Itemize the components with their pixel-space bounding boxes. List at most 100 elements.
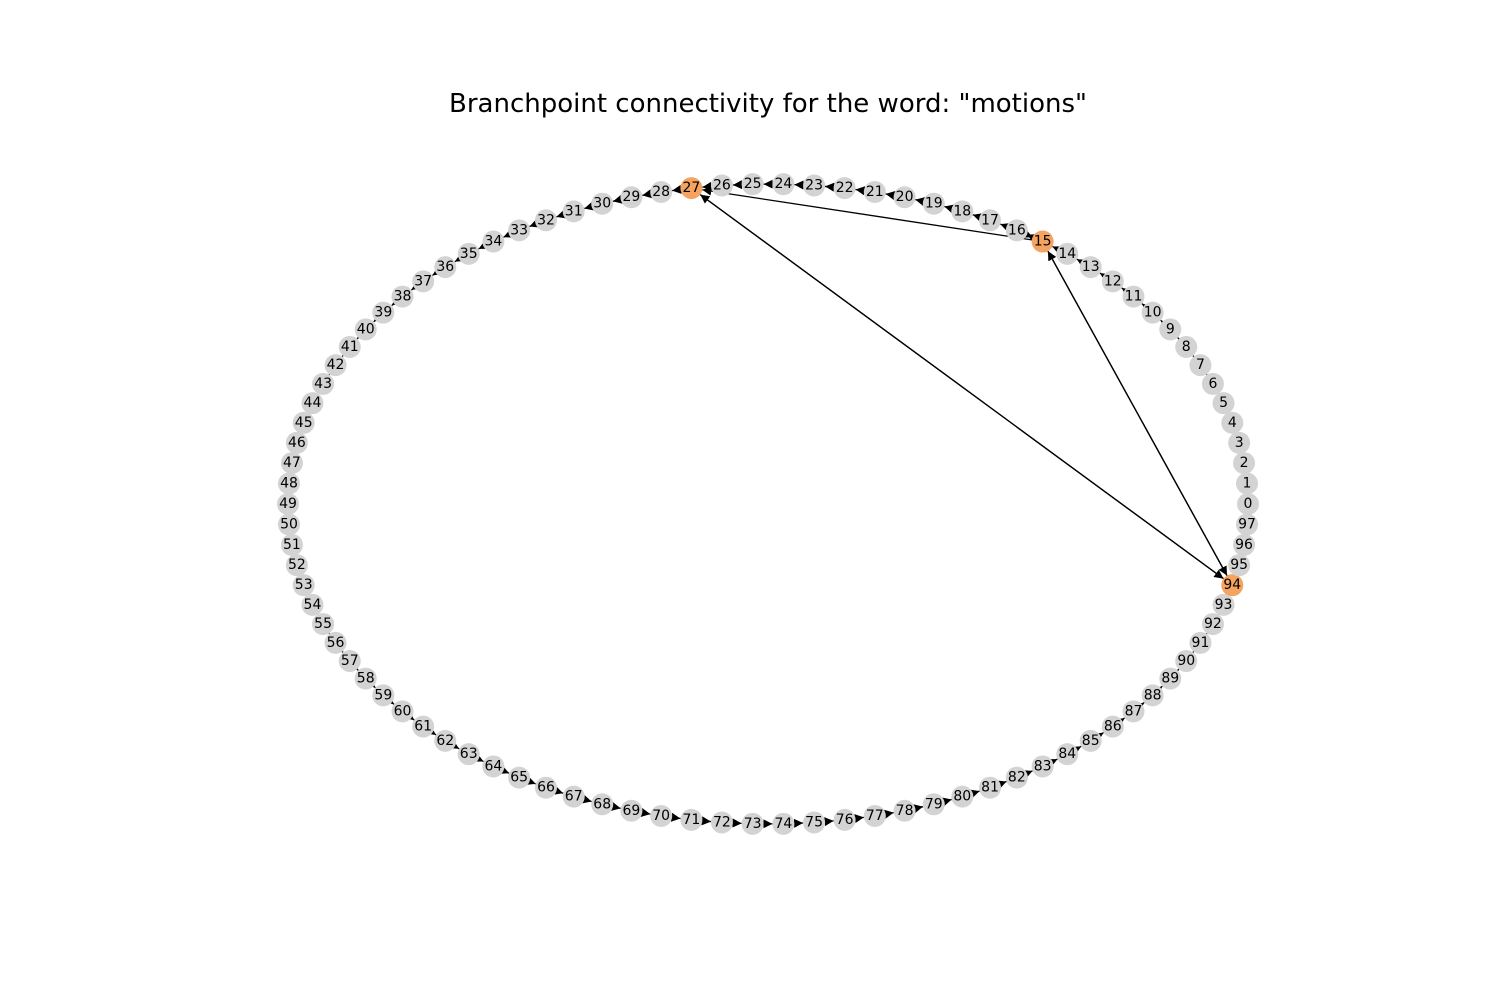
node-label: 50 [280,517,298,533]
node-50: 50 [277,513,300,536]
node-circle [893,799,916,822]
node-circle [922,793,945,816]
node-label: 28 [652,184,670,200]
edge-15-27 [702,186,1032,241]
node-circle [833,177,856,200]
edge-12-13 [1099,272,1111,282]
edge-28-29 [642,189,653,199]
node-circle [434,256,457,279]
edge-32-33 [529,219,540,228]
node-circle [280,452,303,475]
node-19: 19 [922,192,945,215]
node-circle [1189,354,1212,377]
node-32: 32 [534,209,557,232]
node-52: 52 [285,554,308,577]
edge-38-39 [391,296,402,307]
edge-8-9 [1177,337,1188,348]
node-label: 32 [537,212,555,228]
branchpoint-node-15: 15 [1031,230,1054,253]
edge-34-35 [478,240,489,250]
node-circle [1228,431,1251,454]
node-label: 21 [866,184,884,200]
edge-94-27 [699,194,1224,580]
node-label: 23 [805,177,823,193]
node-circle [338,650,361,673]
chart-title: Branchpoint connectivity for the word: "… [449,89,1087,119]
edge-14-15 [1052,245,1063,255]
node-circle [285,431,308,454]
node-73: 73 [741,812,764,835]
node-circle [922,192,945,215]
node-7: 7 [1189,354,1212,377]
edge-41-42 [341,346,352,357]
node-4: 4 [1221,411,1244,434]
node-label: 76 [836,812,854,828]
node-77: 77 [863,804,886,827]
node-44: 44 [301,392,324,415]
node-label: 52 [288,557,306,573]
node-label: 78 [896,803,914,819]
node-47: 47 [280,452,303,475]
node-18: 18 [951,200,974,223]
node-circle [312,613,335,636]
edge-82-83 [1022,770,1033,779]
node-label: 72 [713,815,731,831]
node-circle [710,811,733,834]
node-circle [803,811,826,834]
node-label: 31 [565,203,583,219]
node-label: 0 [1244,496,1253,512]
node-label: 58 [357,671,375,687]
node-circle [591,793,614,816]
node-95: 95 [1228,554,1251,577]
node-label: 22 [836,180,854,196]
edge-31-32 [556,209,567,219]
edge-60-61 [404,711,415,721]
node-33: 33 [508,219,531,242]
node-78: 78 [893,799,916,822]
node-label: 34 [484,234,502,250]
edge-18-19 [944,204,955,214]
node-label: 36 [436,259,454,275]
node-62: 62 [434,729,457,752]
node-circle [1221,411,1244,434]
node-45: 45 [292,411,315,434]
node-56: 56 [324,631,347,654]
node-label: 27 [682,180,700,196]
edge-68-69 [610,801,621,811]
node-label: 7 [1196,357,1205,373]
node-circle [1212,593,1235,616]
node-label: 8 [1182,339,1191,355]
edge-33-34 [503,229,514,238]
node-label: 61 [414,719,432,735]
node-69: 69 [620,799,643,822]
node-circle [680,177,703,200]
node-70: 70 [650,804,673,827]
node-circle [772,812,795,835]
node-circle [1175,650,1198,673]
node-circle [650,181,673,204]
node-79: 79 [922,793,945,816]
node-circle [1233,533,1256,556]
node-87: 87 [1122,700,1145,723]
node-label: 37 [414,273,432,289]
node-circle [1236,472,1259,495]
node-circle [324,631,347,654]
node-label: 77 [866,808,884,824]
node-circle [741,173,764,196]
node-58: 58 [354,667,377,690]
node-circle [1175,335,1198,358]
node-label: 10 [1144,305,1162,321]
edge-29-30 [612,194,623,204]
edge-27-28 [672,184,682,194]
node-circle [534,209,557,232]
node-circle [1122,700,1145,723]
node-81: 81 [979,776,1002,799]
node-label: 1 [1243,475,1252,491]
node-label: 14 [1058,246,1076,262]
node-label: 67 [565,789,583,805]
edge-84-85 [1070,745,1082,755]
edge-11-12 [1121,287,1132,297]
node-0: 0 [1237,493,1259,515]
edge-85-86 [1093,732,1104,742]
node-label: 59 [374,687,392,703]
